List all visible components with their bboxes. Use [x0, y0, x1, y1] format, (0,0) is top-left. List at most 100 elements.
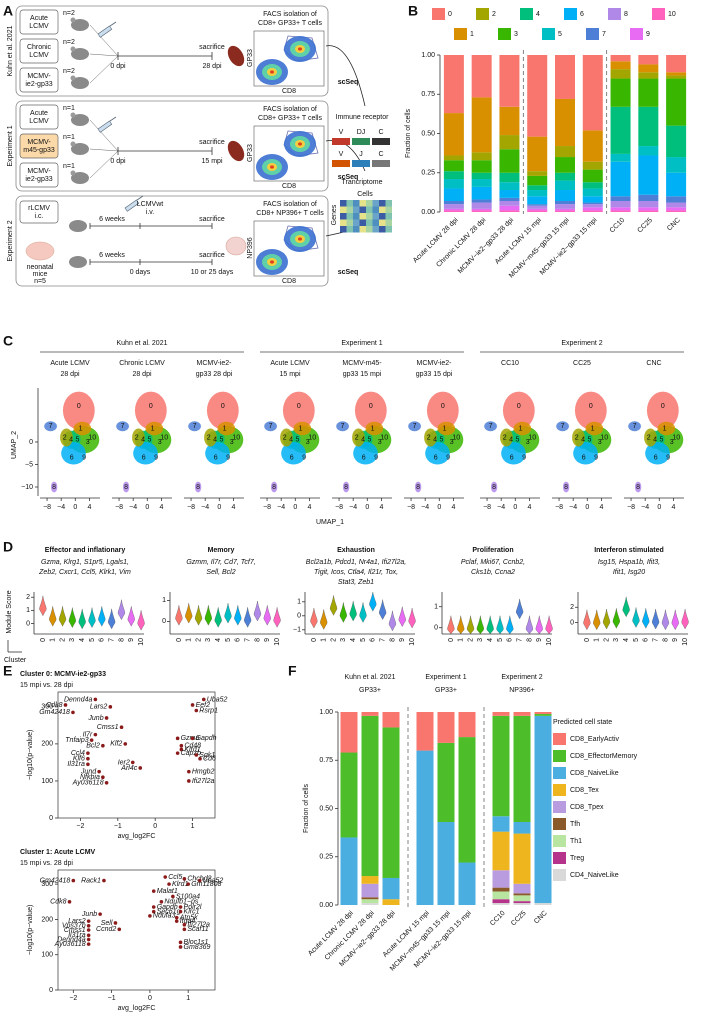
- y-tick-label: 0: [297, 613, 301, 620]
- x-tick-label: −8: [627, 504, 635, 511]
- umap-cluster-label: 7: [561, 423, 565, 430]
- umap-cluster-area: [188, 421, 201, 432]
- infection-label: MCMV-: [27, 168, 51, 175]
- y-tick-label: 200: [41, 916, 53, 923]
- y-axis-label: UMAP_2: [11, 431, 18, 459]
- gene-point: [117, 927, 122, 932]
- gene-point: [175, 751, 180, 755]
- violin: [273, 607, 281, 628]
- transcriptome-title: Trancriptome: [342, 179, 383, 186]
- violin: [535, 615, 543, 635]
- bar-segment: [610, 78, 631, 107]
- gene-label: Capzb: [181, 750, 201, 757]
- umap-cluster-label: 5: [295, 437, 299, 444]
- umap-cluster-area: [264, 421, 277, 432]
- gene-label: Eef2: [196, 702, 211, 709]
- gene-label: Cd6: [203, 756, 216, 763]
- x-tick-label: 4: [87, 504, 91, 511]
- gene-label: Klrd1: [184, 746, 200, 753]
- legend-label: Tfh: [570, 821, 580, 828]
- heatmap-cell: [372, 213, 379, 220]
- umap-title: Chronic LCMV: [119, 360, 165, 367]
- umap-title: MCMV-ie2-: [416, 360, 452, 367]
- heatmap-cell: [340, 213, 347, 220]
- umap-cluster-label: 2: [575, 434, 579, 441]
- umap-cluster-area: [645, 442, 670, 465]
- legend-swatch: [553, 852, 566, 864]
- bar-segment: [443, 179, 464, 189]
- panel-label: C: [3, 333, 13, 349]
- x-tick-label: 4: [451, 504, 455, 511]
- gene-point: [179, 747, 184, 752]
- heatmap-cell: [379, 206, 386, 213]
- seq-label: scSeq: [338, 174, 359, 181]
- x-tick-label: 4: [379, 504, 383, 511]
- module-title: Exhaustion: [337, 547, 375, 554]
- gene-point: [86, 937, 91, 942]
- umap-cluster-label: 2: [63, 434, 67, 441]
- x-tick-label: 3: [477, 638, 484, 642]
- gene-label: Malat1: [157, 888, 178, 895]
- bar-segment: [534, 712, 552, 714]
- bar-segment: [361, 899, 379, 904]
- gene-label: Cmss1: [64, 927, 86, 934]
- heatmap-cell: [366, 200, 373, 207]
- violin: [349, 600, 357, 622]
- bar-segment: [361, 876, 379, 884]
- n-label: n=2: [63, 39, 75, 46]
- gene-label: S100a4: [176, 893, 200, 900]
- group-subtitle: GP33+: [359, 687, 381, 694]
- y-tick-label: 0: [570, 619, 574, 626]
- plot-frame: [57, 869, 216, 991]
- umap-title: gp33 28 dpi: [196, 371, 233, 378]
- y-tick-label: 200: [41, 741, 53, 748]
- gene-label: Junb: [81, 911, 97, 918]
- bar-segment: [499, 172, 520, 183]
- legend-swatch: [553, 801, 566, 813]
- umap-cluster-area: [352, 428, 365, 447]
- umap-cluster-label: 4: [141, 437, 145, 444]
- infection-label: MCMV-: [27, 139, 51, 146]
- bar-segment: [492, 816, 510, 832]
- bar-segment: [513, 715, 531, 823]
- syringe-needle: [136, 195, 144, 201]
- gene-label: Cmss1: [97, 724, 119, 731]
- x-tick-label: 8: [389, 638, 396, 642]
- row-box: [15, 100, 329, 192]
- bar-segment: [513, 833, 531, 884]
- umap-cluster-area: [145, 421, 164, 436]
- umap-cluster-label: 2: [283, 434, 287, 441]
- heatmap-cell: [385, 226, 392, 233]
- n-label: n=2: [63, 68, 75, 75]
- violin: [39, 595, 47, 617]
- gene-point: [98, 912, 102, 916]
- gene-label: Lars2: [90, 704, 108, 711]
- legend-label: CD8_EffectorMemory: [570, 753, 638, 760]
- bar-segment: [527, 208, 548, 211]
- bar-segment: [527, 55, 548, 137]
- umap-cluster-label: 0: [517, 403, 521, 410]
- n-label: n=1: [63, 163, 75, 170]
- umap-cluster-label: 2: [647, 434, 651, 441]
- bar-segment: [443, 208, 464, 211]
- segment: [372, 138, 390, 145]
- gene-point: [138, 766, 143, 770]
- legend-label: 10: [668, 11, 676, 18]
- plot-subtitle: 15 mpi vs. 28 dpi: [20, 860, 73, 867]
- segment-label: C: [378, 129, 383, 136]
- time-label: 28 dpi: [202, 63, 222, 70]
- segment-label: J: [359, 151, 363, 158]
- time-label: 0 dpi: [110, 158, 126, 165]
- umap-cluster-area: [426, 391, 459, 430]
- mice-label: mice: [33, 271, 48, 278]
- violin: [108, 608, 116, 630]
- umap-cluster-label: 2: [355, 434, 359, 441]
- bar-segment: [638, 64, 659, 73]
- violin: [78, 608, 86, 630]
- legend-label: 3: [514, 31, 518, 38]
- umap-cluster-label: 0: [297, 403, 301, 410]
- umap-cluster-label: 7: [193, 423, 197, 430]
- gene-point: [182, 927, 187, 932]
- gene-label: Junb: [87, 715, 103, 722]
- y-tick-label: −1: [293, 627, 301, 634]
